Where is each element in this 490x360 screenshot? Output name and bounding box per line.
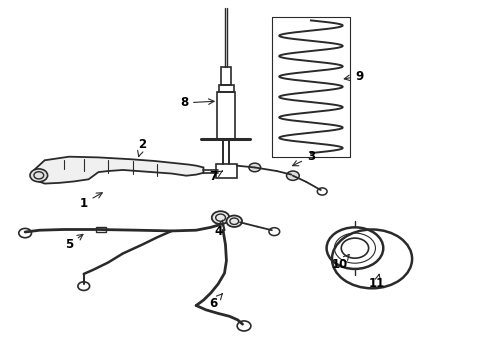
Text: 4: 4 [214,220,223,238]
Text: 10: 10 [332,255,349,271]
Circle shape [212,211,229,224]
Circle shape [249,163,261,172]
Text: 9: 9 [344,69,364,82]
Text: 8: 8 [180,96,214,109]
Circle shape [287,171,299,180]
Text: 6: 6 [209,294,222,310]
Text: 5: 5 [65,234,83,251]
Text: 2: 2 [138,138,147,157]
Polygon shape [32,157,203,184]
Text: 3: 3 [293,150,315,166]
Circle shape [226,216,242,227]
Text: 1: 1 [80,193,102,210]
Circle shape [30,169,48,182]
Text: 7: 7 [209,170,222,183]
Text: 11: 11 [369,274,385,291]
